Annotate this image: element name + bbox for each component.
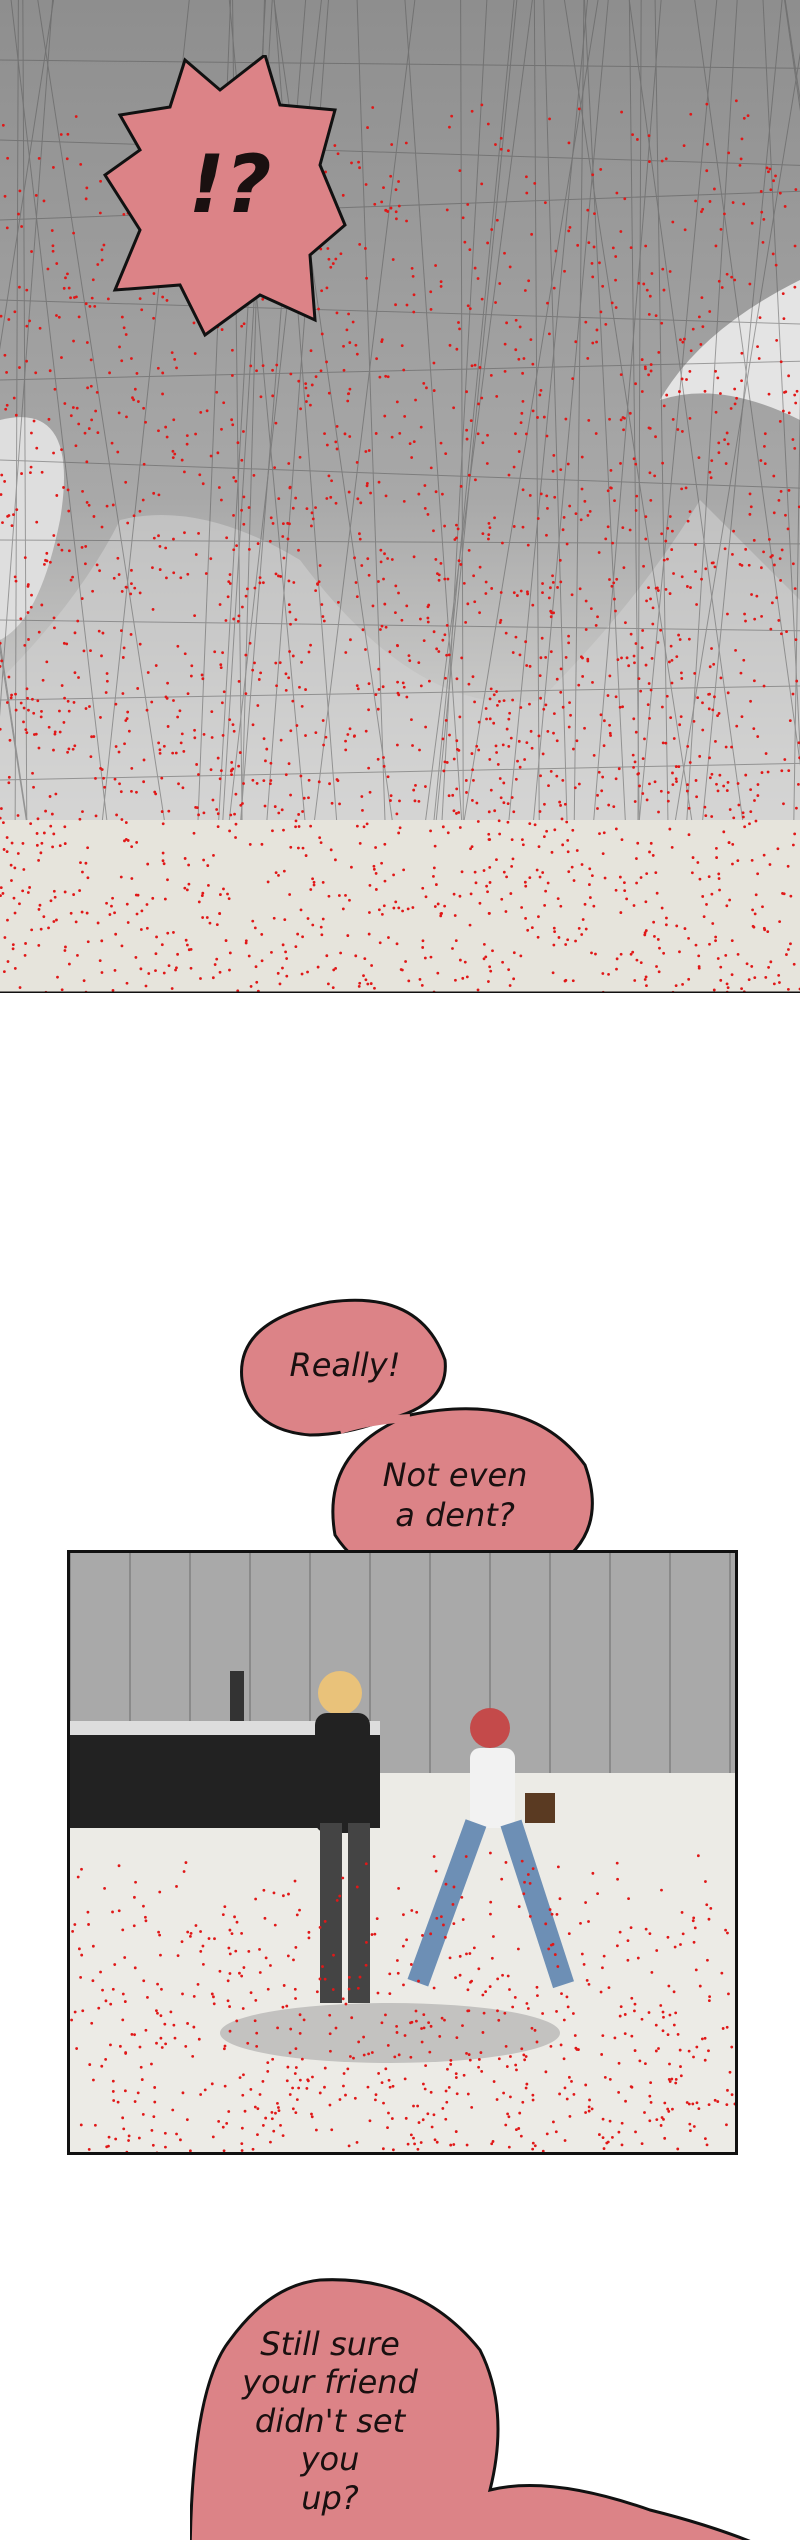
smoke-cloud-right xyxy=(660,280,800,420)
bubble-line: didn't set you xyxy=(254,2401,406,2479)
impact-scene-art xyxy=(0,0,800,993)
floor xyxy=(0,820,800,993)
floor xyxy=(70,1773,735,2152)
bubble-line: up? xyxy=(301,2478,359,2517)
speech-bubble-really: Really! xyxy=(289,1346,401,1384)
bubble-line: your friend xyxy=(242,2363,418,2402)
character-man xyxy=(315,1671,370,2003)
speech-bubble-still-sure: Still sure your friend didn't set you up… xyxy=(230,2325,430,2517)
lobby-scene-art xyxy=(70,1553,735,2152)
bubble-line: Still sure xyxy=(260,2325,400,2363)
character-woman xyxy=(407,1708,574,1989)
comic-panel-impact: !? xyxy=(0,0,800,993)
comic-panel-lobby xyxy=(67,1550,738,2155)
speech-bubble-bottom xyxy=(190,2278,751,2540)
exclaim-text: !? xyxy=(188,138,272,231)
speech-bubble-not-even-dent: Not even a dent? xyxy=(360,1455,550,1535)
exclaim-bubble xyxy=(102,55,347,338)
bubble-line: a dent? xyxy=(395,1496,515,1534)
bubble-line: Not even xyxy=(382,1456,528,1494)
